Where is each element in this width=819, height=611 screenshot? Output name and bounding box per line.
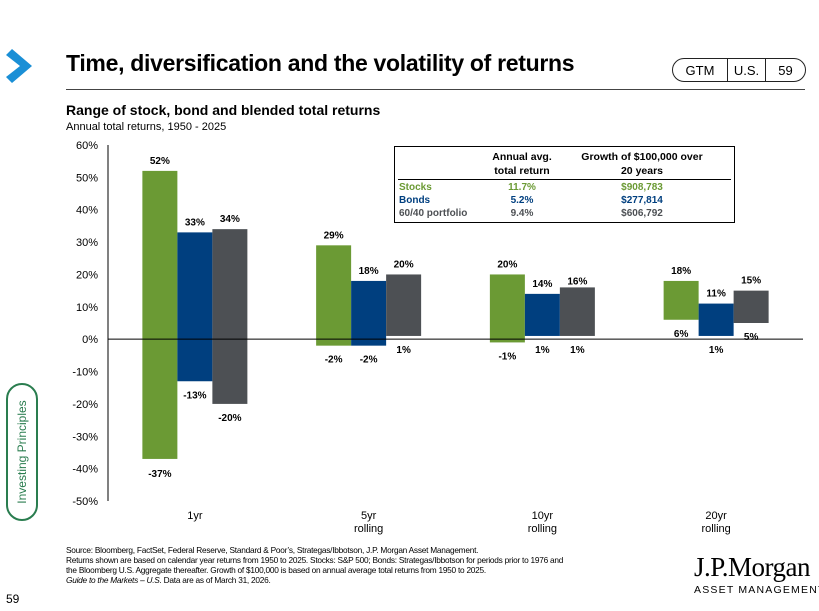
y-tick-label: 30%	[76, 237, 98, 249]
data-label-low: 5%	[744, 332, 759, 343]
y-tick-label: -20%	[72, 399, 98, 411]
data-label-low: -37%	[148, 469, 171, 480]
bar-blend-3	[733, 290, 769, 323]
data-label-low: 1%	[535, 345, 550, 356]
data-label-low: 6%	[674, 329, 689, 340]
data-label-high: 14%	[532, 279, 552, 290]
data-label-high: 11%	[706, 289, 726, 300]
table-row-stocks: Stocks 11.7% $908,783	[399, 182, 663, 193]
table-row-bonds: Bonds 5.2% $277,814	[399, 195, 663, 206]
bar-bonds-0	[177, 232, 213, 382]
summary-table: Annual avg. total return Growth of $100,…	[394, 146, 735, 223]
bar-stocks-0	[142, 170, 178, 459]
y-tick-label: 10%	[76, 302, 98, 314]
y-tick-label: 60%	[76, 140, 98, 152]
y-tick-label: 0%	[82, 334, 98, 346]
bar-stocks-2	[489, 274, 525, 343]
data-label-high: 18%	[671, 266, 691, 277]
title-divider	[66, 89, 805, 90]
jpmorgan-logo: J.P.Morgan	[694, 552, 811, 582]
y-tick-label: -50%	[72, 496, 98, 508]
x-tick-label: rolling	[354, 523, 383, 535]
page-title: Time, diversification and the volatility…	[66, 50, 575, 76]
y-tick-label: 40%	[76, 205, 98, 217]
bar-stocks-1	[316, 245, 352, 346]
data-label-high: 29%	[324, 230, 344, 241]
bar-blend-2	[559, 287, 595, 336]
data-label-low: -2%	[325, 355, 343, 366]
x-tick-label: 5yr	[361, 510, 377, 522]
bar-blend-0	[212, 229, 248, 404]
table-row-blend: 60/40 portfolio 9.4% $606,792	[399, 208, 663, 219]
data-label-high: 34%	[220, 214, 240, 225]
data-label-low: 1%	[396, 345, 411, 356]
data-label-high: 18%	[359, 266, 379, 277]
section-label: Investing Principles	[15, 400, 29, 504]
return-header: Annual avg. total return	[492, 151, 552, 177]
source-note: Source: Bloomberg, FactSet, Federal Rese…	[66, 545, 564, 585]
x-tick-label: 1yr	[187, 510, 203, 522]
table-divider	[398, 179, 731, 180]
data-label-low: 1%	[570, 345, 585, 356]
x-tick-label: rolling	[528, 523, 557, 535]
bar-bonds-1	[351, 280, 387, 346]
bar-blend-1	[386, 274, 422, 336]
page-number: 59	[6, 592, 20, 606]
x-tick-label: rolling	[701, 523, 730, 535]
chart-title: Range of stock, bond and blended total r…	[66, 102, 381, 118]
bar-stocks-3	[663, 280, 699, 320]
chart-subtitle: Annual total returns, 1950 - 2025	[66, 121, 227, 133]
data-label-high: 20%	[497, 259, 517, 270]
y-tick-label: -40%	[72, 464, 98, 476]
growth-header: Growth of $100,000 over 20 years	[581, 151, 703, 177]
data-label-high: 52%	[150, 156, 170, 167]
x-tick-label: 10yr	[532, 510, 554, 522]
y-tick-label: -30%	[72, 431, 98, 443]
chevron-right-icon	[6, 49, 32, 83]
data-label-high: 33%	[185, 217, 205, 228]
page-tag: 59	[765, 58, 806, 82]
bar-bonds-3	[698, 303, 734, 336]
data-label-low: -13%	[183, 390, 206, 401]
x-tick-label: 20yr	[705, 510, 727, 522]
section-pill	[6, 383, 38, 521]
bar-bonds-2	[524, 293, 560, 336]
data-label-low: -20%	[218, 413, 241, 424]
y-tick-label: -10%	[72, 367, 98, 379]
data-label-high: 15%	[741, 276, 761, 287]
y-tick-label: 50%	[76, 172, 98, 184]
data-label-low: -2%	[360, 355, 378, 366]
data-label-high: 20%	[394, 259, 414, 270]
logo-subtitle: ASSET MANAGEMENT	[694, 584, 819, 596]
data-label-high: 16%	[567, 276, 587, 287]
data-label-low: 1%	[709, 345, 724, 356]
y-tick-label: 20%	[76, 269, 98, 281]
gtm-tag: GTM	[672, 58, 728, 82]
data-label-low: -1%	[498, 351, 516, 362]
